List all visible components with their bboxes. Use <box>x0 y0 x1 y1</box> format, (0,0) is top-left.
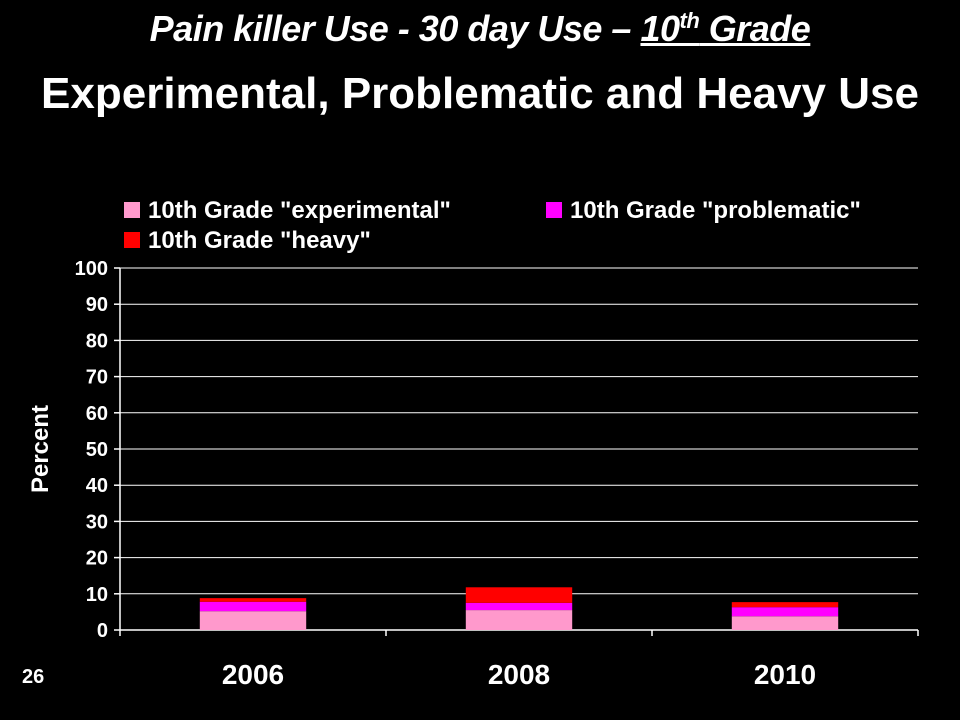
bar-segment <box>731 616 839 630</box>
bar-segment <box>465 587 573 603</box>
x-tick-label: 2008 <box>488 659 550 690</box>
y-tick-label: 10 <box>86 584 108 606</box>
y-tick-label: 30 <box>86 511 108 533</box>
bar-segment <box>465 602 573 611</box>
y-tick-label: 60 <box>86 403 108 425</box>
title-grade-num: 10 <box>640 8 680 49</box>
legend-entry: 10th Grade "experimental" <box>148 197 451 224</box>
bar-segment <box>731 602 839 608</box>
title-grade: 10th Grade <box>640 8 810 49</box>
chart-title: Pain killer Use - 30 day Use – 10th Grad… <box>0 8 960 50</box>
bar-segment <box>199 601 307 612</box>
legend-swatch <box>124 202 140 218</box>
bar-segment <box>465 610 573 630</box>
slide-number: 26 <box>22 666 45 688</box>
y-tick-label: 0 <box>97 620 108 642</box>
title-grade-sup: th <box>679 8 700 33</box>
y-axis-label: Percent <box>27 405 54 493</box>
y-tick-label: 80 <box>86 330 108 352</box>
chart-subtitle: Experimental, Problematic and Heavy Use <box>41 69 919 118</box>
legend-entry: 10th Grade "problematic" <box>570 197 861 224</box>
legend-entry: 10th Grade "heavy" <box>148 227 371 254</box>
bar-segment <box>199 598 307 602</box>
y-tick-label: 70 <box>86 367 108 389</box>
y-tick-label: 20 <box>86 548 108 570</box>
y-tick-label: 40 <box>86 475 108 497</box>
legend-swatch <box>124 232 140 248</box>
legend-swatch <box>546 202 562 218</box>
bar-segment <box>731 607 839 617</box>
bar-segment <box>199 611 307 630</box>
y-tick-label: 90 <box>86 294 108 316</box>
x-tick-label: 2006 <box>222 659 284 690</box>
title-part1: Pain killer Use - 30 day Use – <box>149 8 641 49</box>
x-tick-label: 2010 <box>754 659 816 690</box>
y-tick-label: 100 <box>75 258 108 280</box>
y-tick-label: 50 <box>86 439 108 461</box>
title-grade-word: Grade <box>699 8 811 49</box>
